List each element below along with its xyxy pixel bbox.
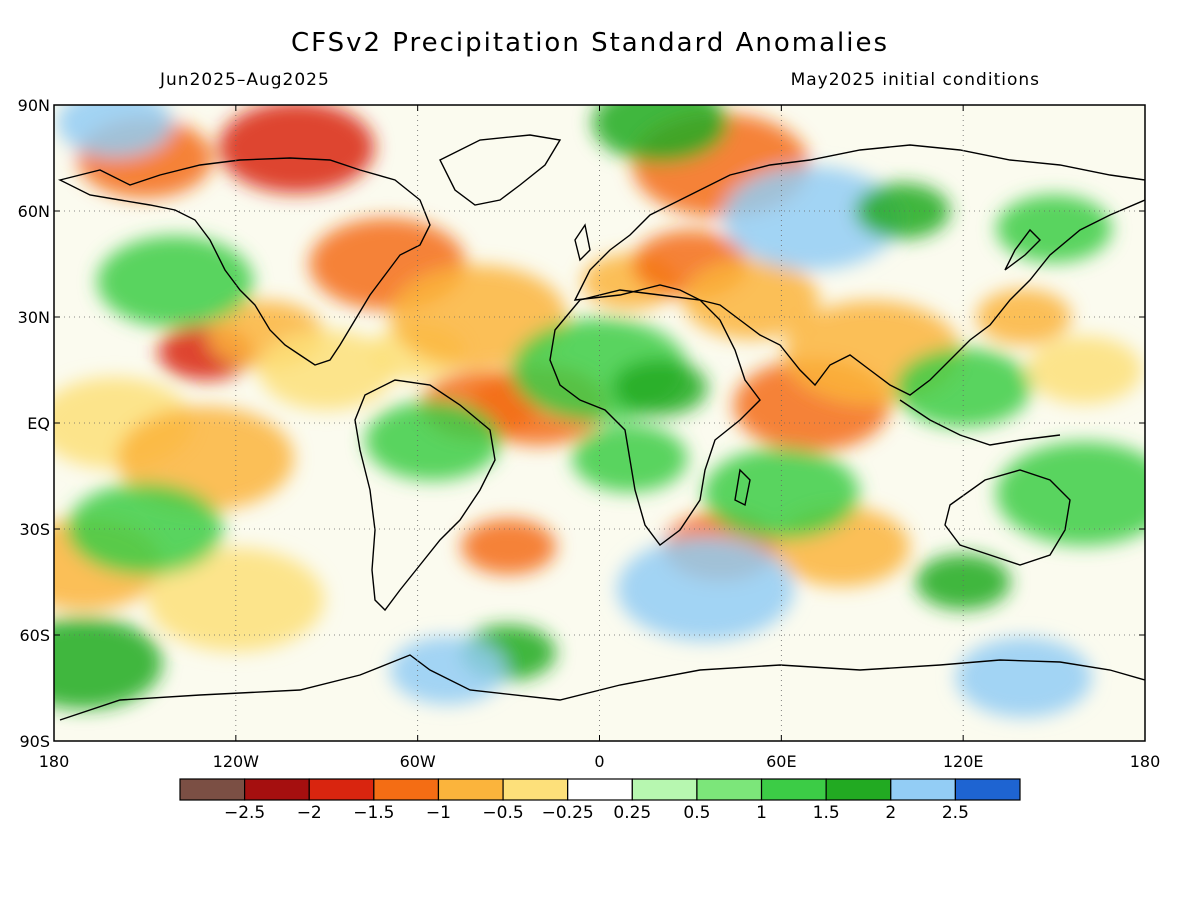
anomaly-region <box>683 259 820 340</box>
anomaly-region <box>56 105 173 157</box>
lat-tick-label: 90S <box>19 732 50 751</box>
coastline-indonesia <box>899 399 1061 446</box>
anomaly-region <box>895 347 1032 428</box>
anomaly-region <box>703 447 860 540</box>
lon-tick-label: 60W <box>400 752 436 771</box>
colorbar-swatch <box>308 778 375 801</box>
anomaly-region <box>389 265 567 369</box>
coastline-greenland <box>439 134 562 206</box>
lon-tick-label: 120E <box>943 752 984 771</box>
colorbar-swatch <box>954 778 1021 801</box>
colorbar-swatch <box>244 778 310 801</box>
colorbar-label: −1 <box>426 803 451 823</box>
initial-conditions: May2025 initial conditions <box>790 70 1040 90</box>
colorbar-label: 2.5 <box>942 803 969 823</box>
colorbar: −2.5 −2 −1.5 −1 −0.5 −0.25 0.25 0.5 1 1.5 2 2.5 <box>179 778 1021 823</box>
anomaly-region <box>612 359 708 416</box>
anomaly-region <box>390 636 506 705</box>
coastline-africa <box>549 289 761 546</box>
coastline-australia <box>944 469 1071 566</box>
colorbar-label: −2.5 <box>224 803 265 823</box>
colorbar-swatch <box>502 778 569 801</box>
lat-tick-label: EQ <box>27 414 50 433</box>
colorbar-label: 2 <box>885 803 896 823</box>
colorbar-swatch <box>179 778 246 801</box>
anomaly-region <box>592 105 729 163</box>
colorbar-swatch <box>373 778 440 801</box>
colorbar-label: −2 <box>297 803 322 823</box>
lon-tick-label: 180 <box>39 752 70 771</box>
lon-tick-label: 180 <box>1130 752 1161 771</box>
anomaly-region <box>955 637 1092 718</box>
colorbar-label: −1.5 <box>353 803 394 823</box>
map-gridlines <box>54 105 1145 741</box>
colorbar-swatch <box>696 778 763 801</box>
anomaly-region <box>976 289 1072 345</box>
colorbar-label: 0.5 <box>683 803 710 823</box>
coastline-antarctica <box>59 654 1145 721</box>
forecast-period: Jun2025–Aug2025 <box>160 70 330 90</box>
anomaly-region <box>915 554 1011 610</box>
coastline-south-america <box>354 379 496 612</box>
anomaly-region <box>996 441 1145 546</box>
lat-tick-label: 30S <box>19 520 50 539</box>
anomaly-region <box>854 183 951 239</box>
colorbar-label: 1.5 <box>813 803 840 823</box>
anomaly-region <box>218 105 375 194</box>
anomaly-region <box>617 537 794 642</box>
lon-tick-label: 60E <box>766 752 796 771</box>
coastline-north-america <box>57 157 431 366</box>
lat-tick-label: 90N <box>18 96 50 115</box>
lat-tick-label: 60S <box>19 626 50 645</box>
colorbar-swatch <box>825 778 892 801</box>
coastline-eurasia <box>573 144 1145 396</box>
anomaly-region <box>97 235 254 328</box>
anomaly-region <box>1026 336 1143 404</box>
anomaly-region <box>723 166 901 271</box>
colorbar-swatch <box>631 778 698 801</box>
colorbar-swatch <box>437 778 504 801</box>
lat-tick-label: 60N <box>18 202 50 221</box>
coastline-madagascar <box>734 468 751 507</box>
lon-tick-label: 0 <box>594 752 604 771</box>
colorbar-swatch <box>890 778 956 801</box>
coastline-japan <box>1004 228 1041 271</box>
figure-title: CFSv2 Precipitation Standard Anomalies <box>290 28 890 58</box>
colorbar-label: 0.25 <box>613 803 651 823</box>
lat-tick-label: 30N <box>18 308 50 327</box>
coastline-uk <box>574 223 591 262</box>
coastlines <box>57 134 1145 721</box>
colorbar-label: −0.5 <box>482 803 523 823</box>
colorbar-label: 1 <box>756 803 767 823</box>
anomaly-region <box>54 617 163 710</box>
colorbar-swatch <box>567 778 633 801</box>
colorbar-swatch <box>760 778 827 801</box>
colorbar-label: −0.25 <box>542 803 594 823</box>
lon-tick-label: 120W <box>213 752 260 771</box>
anomaly-region <box>147 547 325 652</box>
anomaly-region <box>364 400 501 481</box>
anomaly-region <box>996 194 1112 263</box>
anomaly-field <box>54 105 1145 741</box>
anomaly-region <box>460 518 557 575</box>
